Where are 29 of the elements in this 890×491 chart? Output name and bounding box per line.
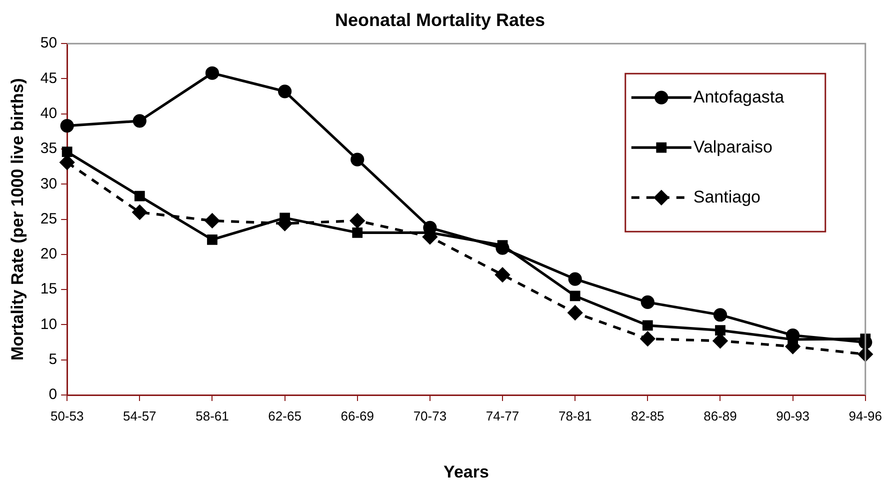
legend-label: Antofagasta	[693, 87, 785, 106]
y-tick-label: 0	[48, 386, 58, 404]
x-tick-label: 74-77	[486, 408, 520, 424]
y-axis-title: Mortality Rate (per 1000 live births)	[8, 78, 27, 361]
y-tick-label: 30	[40, 175, 58, 192]
x-axis-title: Years	[444, 462, 489, 482]
y-tick-label: 40	[40, 105, 58, 122]
y-tick-label: 10	[40, 316, 58, 333]
x-tick-label: 62-65	[268, 408, 302, 424]
legend-label: Santiago	[693, 187, 760, 206]
x-tick-label: 66-69	[340, 408, 374, 424]
legend-label: Valparaiso	[693, 137, 772, 156]
x-tick-label: 90-93	[776, 408, 810, 424]
y-tick-label: 50	[40, 34, 58, 52]
x-tick-label: 50-53	[50, 408, 84, 424]
x-tick-label: 78-81	[558, 408, 592, 424]
x-tick-label: 86-89	[704, 408, 737, 424]
x-tick-label: 82-85	[631, 408, 664, 424]
y-tick-label: 15	[40, 280, 58, 298]
x-tick-label: 94-96	[848, 408, 882, 424]
x-tick-label: 70-73	[413, 408, 447, 424]
y-tick-label: 20	[40, 246, 58, 263]
x-tick-label: 54-57	[123, 408, 156, 424]
y-tick-label: 45	[40, 70, 58, 87]
y-tick-label: 35	[40, 140, 58, 158]
y-tick-label: 5	[48, 351, 58, 368]
y-tick-label: 25	[40, 210, 58, 228]
x-tick-label: 58-61	[196, 408, 229, 424]
chart-title: Neonatal Mortality Rates	[334, 10, 546, 30]
